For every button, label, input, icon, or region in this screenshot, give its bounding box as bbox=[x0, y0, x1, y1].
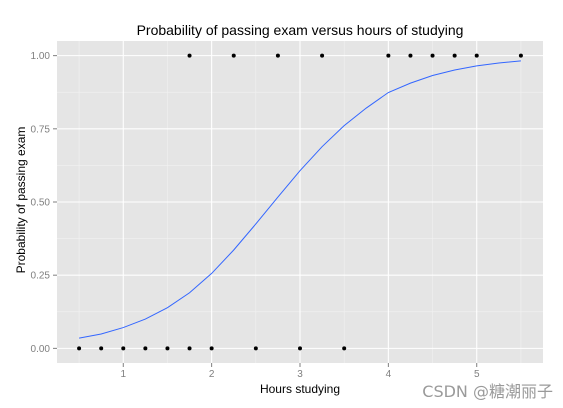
y-tick-label: 0.25 bbox=[31, 271, 51, 282]
data-point bbox=[518, 53, 523, 58]
data-point bbox=[386, 53, 391, 58]
x-tick-label: 3 bbox=[297, 369, 303, 380]
data-point bbox=[430, 53, 435, 58]
y-tick-label: 1.00 bbox=[31, 51, 51, 62]
x-axis-label: Hours studying bbox=[260, 382, 340, 396]
x-tick-label: 4 bbox=[386, 369, 392, 380]
data-point bbox=[77, 346, 82, 351]
y-axis-ticks: 0.00 0.25 0.50 0.75 1.00 bbox=[31, 51, 57, 355]
data-point bbox=[342, 346, 347, 351]
data-point bbox=[187, 346, 192, 351]
data-point bbox=[408, 53, 413, 58]
data-point bbox=[231, 53, 236, 58]
x-tick-label: 1 bbox=[120, 369, 126, 380]
logistic-curve bbox=[78, 60, 521, 339]
x-axis-ticks: 1 2 3 4 5 bbox=[120, 363, 480, 380]
data-point bbox=[253, 346, 258, 351]
data-points bbox=[77, 53, 523, 351]
data-point bbox=[165, 346, 170, 351]
y-axis-label: Probability of passing exam bbox=[14, 127, 28, 274]
x-tick-label: 2 bbox=[209, 369, 215, 380]
y-tick-label: 0.50 bbox=[31, 198, 51, 209]
data-point bbox=[143, 346, 148, 351]
data-point bbox=[187, 53, 192, 58]
chart-title: Probability of passing exam versus hours… bbox=[137, 22, 464, 38]
data-point bbox=[320, 53, 325, 58]
y-tick-label: 0.75 bbox=[31, 124, 51, 135]
data-point bbox=[209, 346, 214, 351]
data-point bbox=[298, 346, 302, 351]
data-point bbox=[275, 53, 280, 58]
y-tick-label: 0.00 bbox=[31, 344, 51, 355]
data-point bbox=[99, 346, 104, 351]
watermark: CSDN @糖潮丽子 bbox=[422, 382, 553, 401]
x-tick-label: 5 bbox=[474, 369, 480, 380]
data-point bbox=[474, 53, 479, 58]
data-point bbox=[121, 346, 126, 351]
data-point bbox=[452, 53, 457, 58]
